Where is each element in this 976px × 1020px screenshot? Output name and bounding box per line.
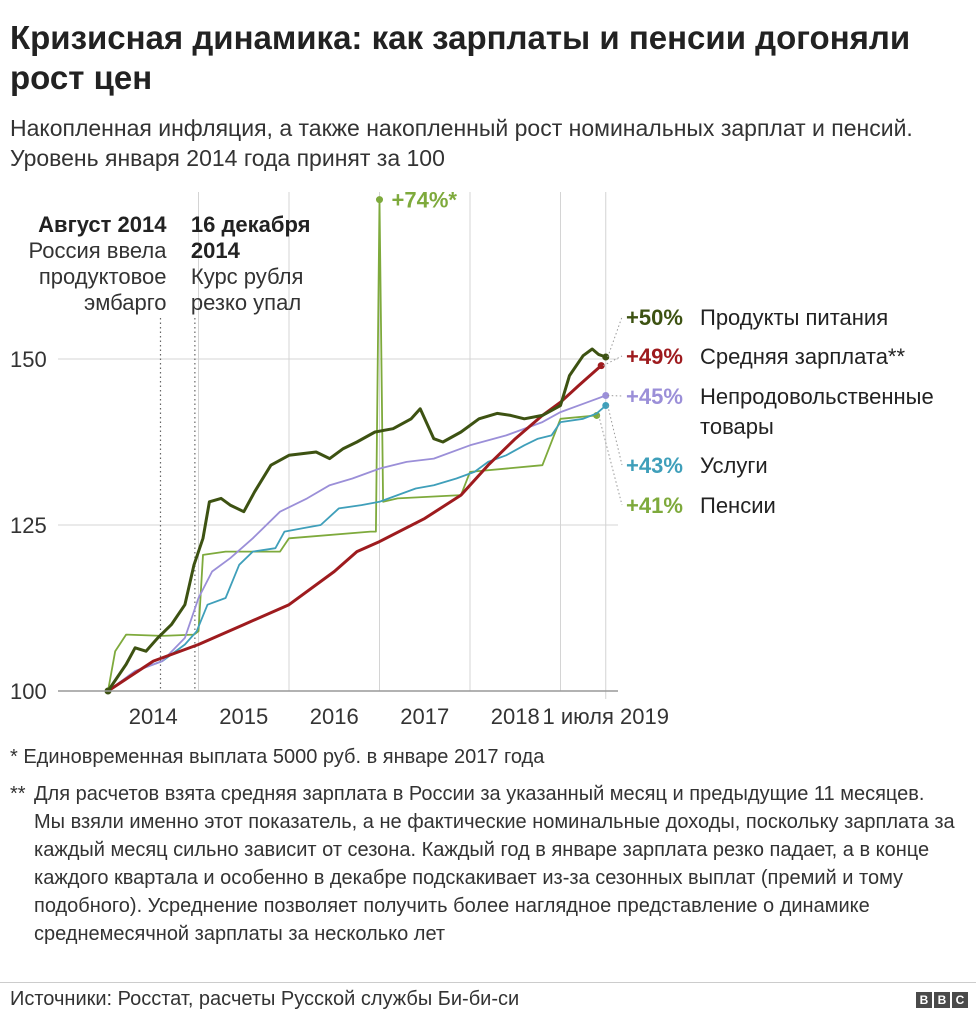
series-line-food [106,347,608,693]
legend-name-wage: Средняя зарплата** [700,344,905,369]
bbc-logo: B B C [916,992,968,1008]
leader-line-pensions [598,415,623,506]
series-end-dot-wage [597,362,605,370]
end-value-services: +43% [626,453,683,478]
footnote-mark: ** [10,783,26,805]
legend-name-pensions: Пенсии [700,493,776,518]
event-title: 16 декабря [191,212,311,237]
legend-name-line: товары [700,414,774,439]
legend-name-nonfood: Непродовольственные товары [700,384,934,439]
event-text: эмбарго [84,290,166,315]
footnote-wage-method: ** Для расчетов взята средняя зарплата в… [10,780,960,948]
event-text: резко упал [191,290,301,315]
y-tick-label: 150 [10,347,47,372]
x-tick-label: 2016 [310,704,359,729]
axes: 100 125 150 2014 2015 2016 2017 2018 1 июля 2019 [10,347,669,729]
legend-name-line: Непродовольственные [700,384,934,409]
chart-title: Кризисная динамика: как зарплаты и пенси… [10,19,911,96]
series-end-dot-nonfood [602,392,610,400]
end-value-wage: +49% [626,344,683,369]
series-line-services [107,404,607,692]
event-annotation: 16 декабря 2014 Курс рубля резко упал [191,212,311,315]
spike-label: +74%* [392,188,458,213]
x-tick-label: 2018 [491,704,540,729]
logo-letter: B [916,992,932,1008]
event-title: Август 2014 [38,212,167,237]
x-tick-label: 2014 [129,704,178,729]
logo-letter: B [934,992,950,1008]
series-line-wage [106,364,603,693]
series-end-dot-services [602,401,610,409]
end-value-pensions: +41% [626,493,683,518]
event-text: продуктовое [39,264,167,289]
legend-name-services: Услуги [700,453,768,478]
footnote-one-time-payment: * Единовременная выплата 5000 руб. в янв… [10,746,545,768]
spike-dot [376,196,383,204]
annotations: Август 2014 Россия ввела продуктовое эмбарг… [29,212,311,691]
divider [0,982,976,983]
chart-subtitle: Накопленная инфляция, а также накопленны… [10,115,913,171]
leader-line-food [607,316,623,358]
event-text: Курс рубля [191,264,304,289]
source-line: Источники: Росстат, расчеты Русской служ… [10,988,520,1010]
gridlines [58,192,618,699]
series-line-pensions [107,198,598,692]
legend-name-food: Продукты питания [700,305,888,330]
series-end-dot-food [602,353,610,361]
x-tick-label: 2017 [400,704,449,729]
x-tick-label: 1 июля 2019 [543,704,669,729]
logo-letter: C [952,992,968,1008]
event-text: Россия ввела [29,238,168,263]
series-lines: +74%* [104,188,610,695]
y-tick-label: 125 [10,513,47,538]
event-title: 2014 [191,238,241,263]
event-annotation: Август 2014 Россия ввела продуктовое эмбарг… [29,212,168,315]
y-tick-label: 100 [10,679,47,704]
line-chart: Август 2014 Россия ввела продуктовое эмбарг… [10,188,934,729]
end-labels: +50% Продукты питания +49% Средняя зарплата… [598,305,934,518]
footnote-text: Для расчетов взята средняя зарплата в Ро… [34,783,955,945]
end-value-nonfood: +45% [626,384,683,409]
end-value-food: +50% [626,305,683,330]
leader-line-services [607,405,623,466]
x-tick-label: 2015 [219,704,268,729]
